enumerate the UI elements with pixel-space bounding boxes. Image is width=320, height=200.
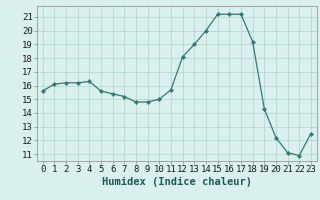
X-axis label: Humidex (Indice chaleur): Humidex (Indice chaleur) [102,177,252,187]
